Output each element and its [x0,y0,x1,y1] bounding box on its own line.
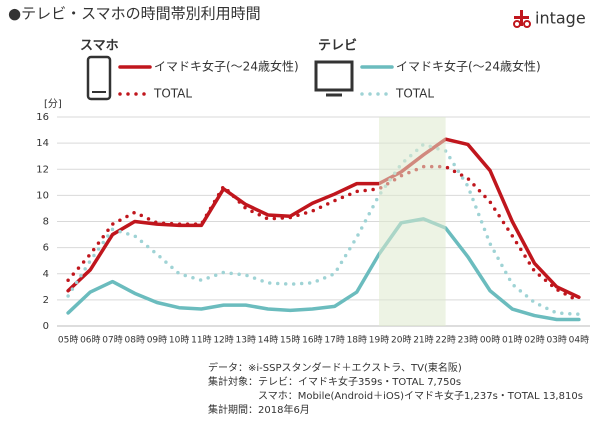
y-tick-label: 4 [43,269,49,280]
x-tick-label: 22時 [435,335,455,346]
data-line [66,217,581,322]
legend-label: イマドキ女子(～24歳女性) [154,59,299,74]
y-tick-label: 0 [43,321,49,332]
x-tick-label: 13時 [236,335,256,346]
x-tick-label: 17時 [324,335,344,346]
x-tick-label: 20時 [391,335,411,346]
x-tick-label: 08時 [125,335,145,346]
phone-icon [86,55,112,101]
chart-title: ●テレビ・スマホの時間帯別利用時間 [8,5,261,23]
legend-label: TOTAL [153,87,192,101]
y-axis-label: [分] [44,98,62,110]
y-tick-label: 6 [43,243,49,254]
note: 集計期間：2018年6月 [208,403,310,416]
y-tick-label: 10 [36,190,49,201]
y-tick-label: 12 [36,164,49,175]
x-tick-label: 16時 [302,335,322,346]
x-tick-label: 11時 [191,335,211,346]
note: データ：※i-SSPスタンダード＋エクストラ、TV(東名阪) [208,361,462,374]
highlight-band [379,117,446,326]
x-tick-label: 15時 [280,335,300,346]
x-tick-label: 10時 [169,335,189,346]
legend-group: スマホ [80,39,119,54]
note: 集計対象：テレビ：イマドキ女子359s・TOTAL 7,750s [208,375,461,388]
logo-text: intage [535,9,586,28]
x-tick-label: 05時 [58,335,78,346]
x-tick-label: 18時 [347,335,367,346]
y-tick-label: 14 [36,138,49,149]
y-tick-label: 16 [36,112,49,123]
x-tick-label: 00時 [480,335,500,346]
x-tick-label: 01時 [502,335,522,346]
data-line [66,142,581,316]
x-tick-label: 12時 [213,335,233,346]
note: スマホ：Mobile(Android＋iOS)イマドキ女子1,237s・TOTA… [208,389,583,402]
data-line [66,164,581,303]
y-tick-label: 8 [43,217,49,228]
y-tick-label: 2 [43,295,49,306]
x-tick-label: 07時 [102,335,122,346]
x-tick-label: 09時 [147,335,167,346]
x-tick-label: 03時 [546,335,566,346]
legend-label: イマドキ女子(～24歳女性) [396,59,541,74]
x-tick-label: 04時 [569,335,589,346]
x-tick-label: 21時 [413,335,433,346]
x-tick-label: 19時 [369,335,389,346]
legend-label: TOTAL [395,87,434,101]
legend-group: テレビ [318,38,357,54]
x-tick-label: 23時 [458,335,478,346]
x-tick-label: 02時 [524,335,544,346]
logo-icon [513,10,531,28]
tv-icon [314,60,354,97]
x-tick-label: 14時 [258,335,278,346]
x-tick-label: 06時 [80,335,100,346]
data-line [66,137,581,300]
